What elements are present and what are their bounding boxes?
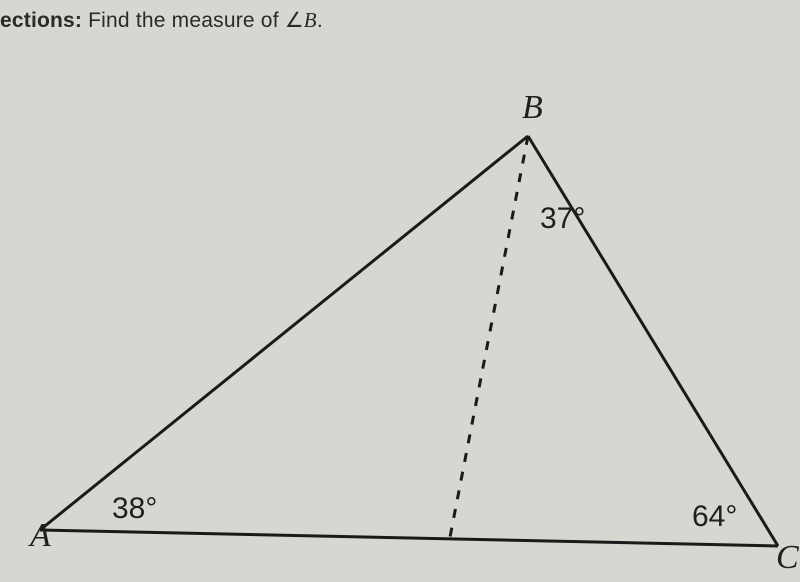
edge-bc — [528, 136, 778, 546]
edge-ab — [40, 136, 528, 530]
vertex-label-c: C — [776, 539, 799, 576]
edge-ca — [40, 530, 778, 546]
angle-label-b-right: 37° — [540, 202, 585, 235]
cevian-bd — [450, 136, 528, 537]
angle-label-a: 38° — [112, 492, 157, 525]
vertex-label-a: A — [28, 517, 51, 554]
geometry-diagram: A B C 38° 37° 64° — [0, 0, 800, 582]
angle-label-c: 64° — [692, 500, 737, 533]
vertex-label-b: B — [522, 89, 543, 126]
